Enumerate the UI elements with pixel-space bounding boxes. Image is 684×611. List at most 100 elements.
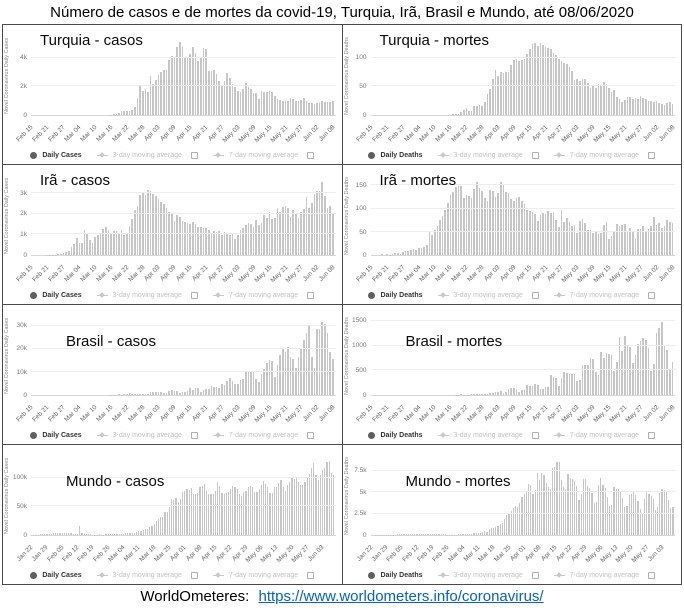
bar[interactable] <box>139 85 141 115</box>
bar[interactable] <box>386 254 388 255</box>
bar[interactable] <box>163 393 165 395</box>
bar[interactable] <box>268 359 271 395</box>
bar[interactable] <box>409 534 412 535</box>
bar[interactable] <box>629 228 631 255</box>
bar[interactable] <box>460 394 462 395</box>
bar[interactable] <box>484 197 486 255</box>
bar[interactable] <box>144 394 147 395</box>
bar[interactable] <box>555 54 557 115</box>
bar[interactable] <box>557 227 560 255</box>
bar[interactable] <box>200 227 202 255</box>
bar[interactable] <box>597 83 600 115</box>
bar[interactable] <box>292 98 295 115</box>
bar[interactable] <box>286 484 289 535</box>
bar[interactable] <box>279 211 281 255</box>
bar[interactable] <box>242 88 244 115</box>
bar[interactable] <box>523 494 525 535</box>
bar[interactable] <box>260 373 263 395</box>
bar[interactable] <box>668 101 671 115</box>
bar[interactable] <box>519 503 521 535</box>
bar[interactable] <box>311 467 313 535</box>
bar[interactable] <box>647 228 650 255</box>
bar[interactable] <box>178 41 181 115</box>
bar[interactable] <box>247 223 250 255</box>
bar[interactable] <box>125 533 127 535</box>
bar[interactable] <box>544 47 547 115</box>
bar[interactable] <box>468 196 470 255</box>
bar[interactable] <box>630 493 632 535</box>
bar[interactable] <box>587 485 589 535</box>
bar[interactable] <box>558 462 560 535</box>
bar[interactable] <box>515 198 518 255</box>
bar[interactable] <box>659 493 661 535</box>
bar[interactable] <box>560 480 562 535</box>
bar[interactable] <box>127 533 129 535</box>
bar[interactable] <box>133 532 135 535</box>
bar[interactable] <box>468 111 470 115</box>
bar[interactable] <box>268 90 271 115</box>
bar[interactable] <box>556 461 558 535</box>
bar[interactable] <box>523 203 526 255</box>
bar[interactable] <box>75 237 78 255</box>
bar[interactable] <box>407 534 409 535</box>
bar[interactable] <box>289 482 291 535</box>
bar[interactable] <box>79 526 81 535</box>
bar[interactable] <box>249 485 251 535</box>
bar[interactable] <box>313 462 315 535</box>
bar[interactable] <box>668 221 671 255</box>
bar[interactable] <box>107 230 110 255</box>
bar[interactable] <box>650 495 652 535</box>
bar[interactable] <box>486 200 489 255</box>
bar[interactable] <box>534 43 536 115</box>
bar[interactable] <box>648 493 650 535</box>
bar[interactable] <box>123 111 126 115</box>
bar[interactable] <box>460 185 462 255</box>
legend-ma3-label[interactable]: 3-day moving average <box>112 291 182 299</box>
legend-ma7-label[interactable]: 7-day moving average <box>228 151 299 159</box>
legend-ma7-label[interactable]: 7-day moving average <box>228 431 299 439</box>
bar[interactable] <box>672 507 674 535</box>
bar[interactable] <box>671 222 674 255</box>
ma7-checkbox[interactable] <box>307 151 315 159</box>
bar[interactable] <box>666 350 668 395</box>
bar[interactable] <box>321 470 324 535</box>
bar[interactable] <box>534 489 536 535</box>
bar[interactable] <box>287 207 289 255</box>
bar[interactable] <box>462 109 465 115</box>
bar[interactable] <box>565 489 567 535</box>
bar[interactable] <box>295 100 297 115</box>
legend-ma3-label[interactable]: 3-day moving average <box>112 431 182 439</box>
bar[interactable] <box>152 193 155 255</box>
bar[interactable] <box>580 493 582 535</box>
bar[interactable] <box>457 185 460 255</box>
bar[interactable] <box>470 111 473 115</box>
bar[interactable] <box>547 48 550 115</box>
legend-series-label[interactable]: Daily Cases <box>42 291 82 299</box>
bar[interactable] <box>647 347 650 395</box>
bar[interactable] <box>165 392 168 395</box>
legend-ma3-label[interactable]: 3-day moving average <box>453 571 523 579</box>
bar[interactable] <box>284 205 287 255</box>
bar[interactable] <box>604 488 606 535</box>
bar[interactable] <box>410 249 412 255</box>
bar[interactable] <box>622 498 624 535</box>
bar[interactable] <box>227 492 230 535</box>
bar[interactable] <box>278 482 280 535</box>
bar[interactable] <box>70 247 73 255</box>
legend-ma3-label[interactable]: 3-day moving average <box>453 291 523 299</box>
bar[interactable] <box>466 534 468 535</box>
bar[interactable] <box>247 372 250 395</box>
bar[interactable] <box>523 389 526 395</box>
bar[interactable] <box>642 337 645 395</box>
bar[interactable] <box>281 349 284 395</box>
bar[interactable] <box>282 487 284 535</box>
bar[interactable] <box>488 529 490 535</box>
bar[interactable] <box>155 79 157 115</box>
bar[interactable] <box>315 474 317 535</box>
bar[interactable] <box>628 494 630 535</box>
bar[interactable] <box>531 43 534 115</box>
bar[interactable] <box>608 505 611 535</box>
bar[interactable] <box>637 500 639 535</box>
bar[interactable] <box>181 391 184 395</box>
bar[interactable] <box>563 222 565 255</box>
